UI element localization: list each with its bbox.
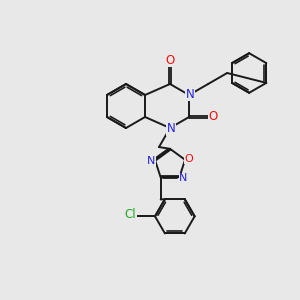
Text: N: N (147, 156, 155, 166)
Text: N: N (179, 173, 188, 184)
Text: O: O (165, 54, 175, 67)
Text: O: O (208, 110, 218, 124)
Text: N: N (167, 122, 176, 136)
Text: Cl: Cl (124, 208, 136, 221)
Text: N: N (186, 88, 194, 100)
Text: O: O (185, 154, 194, 164)
